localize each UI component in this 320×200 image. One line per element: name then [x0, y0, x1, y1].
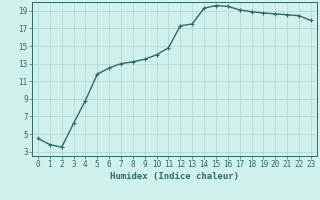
X-axis label: Humidex (Indice chaleur): Humidex (Indice chaleur): [110, 172, 239, 181]
